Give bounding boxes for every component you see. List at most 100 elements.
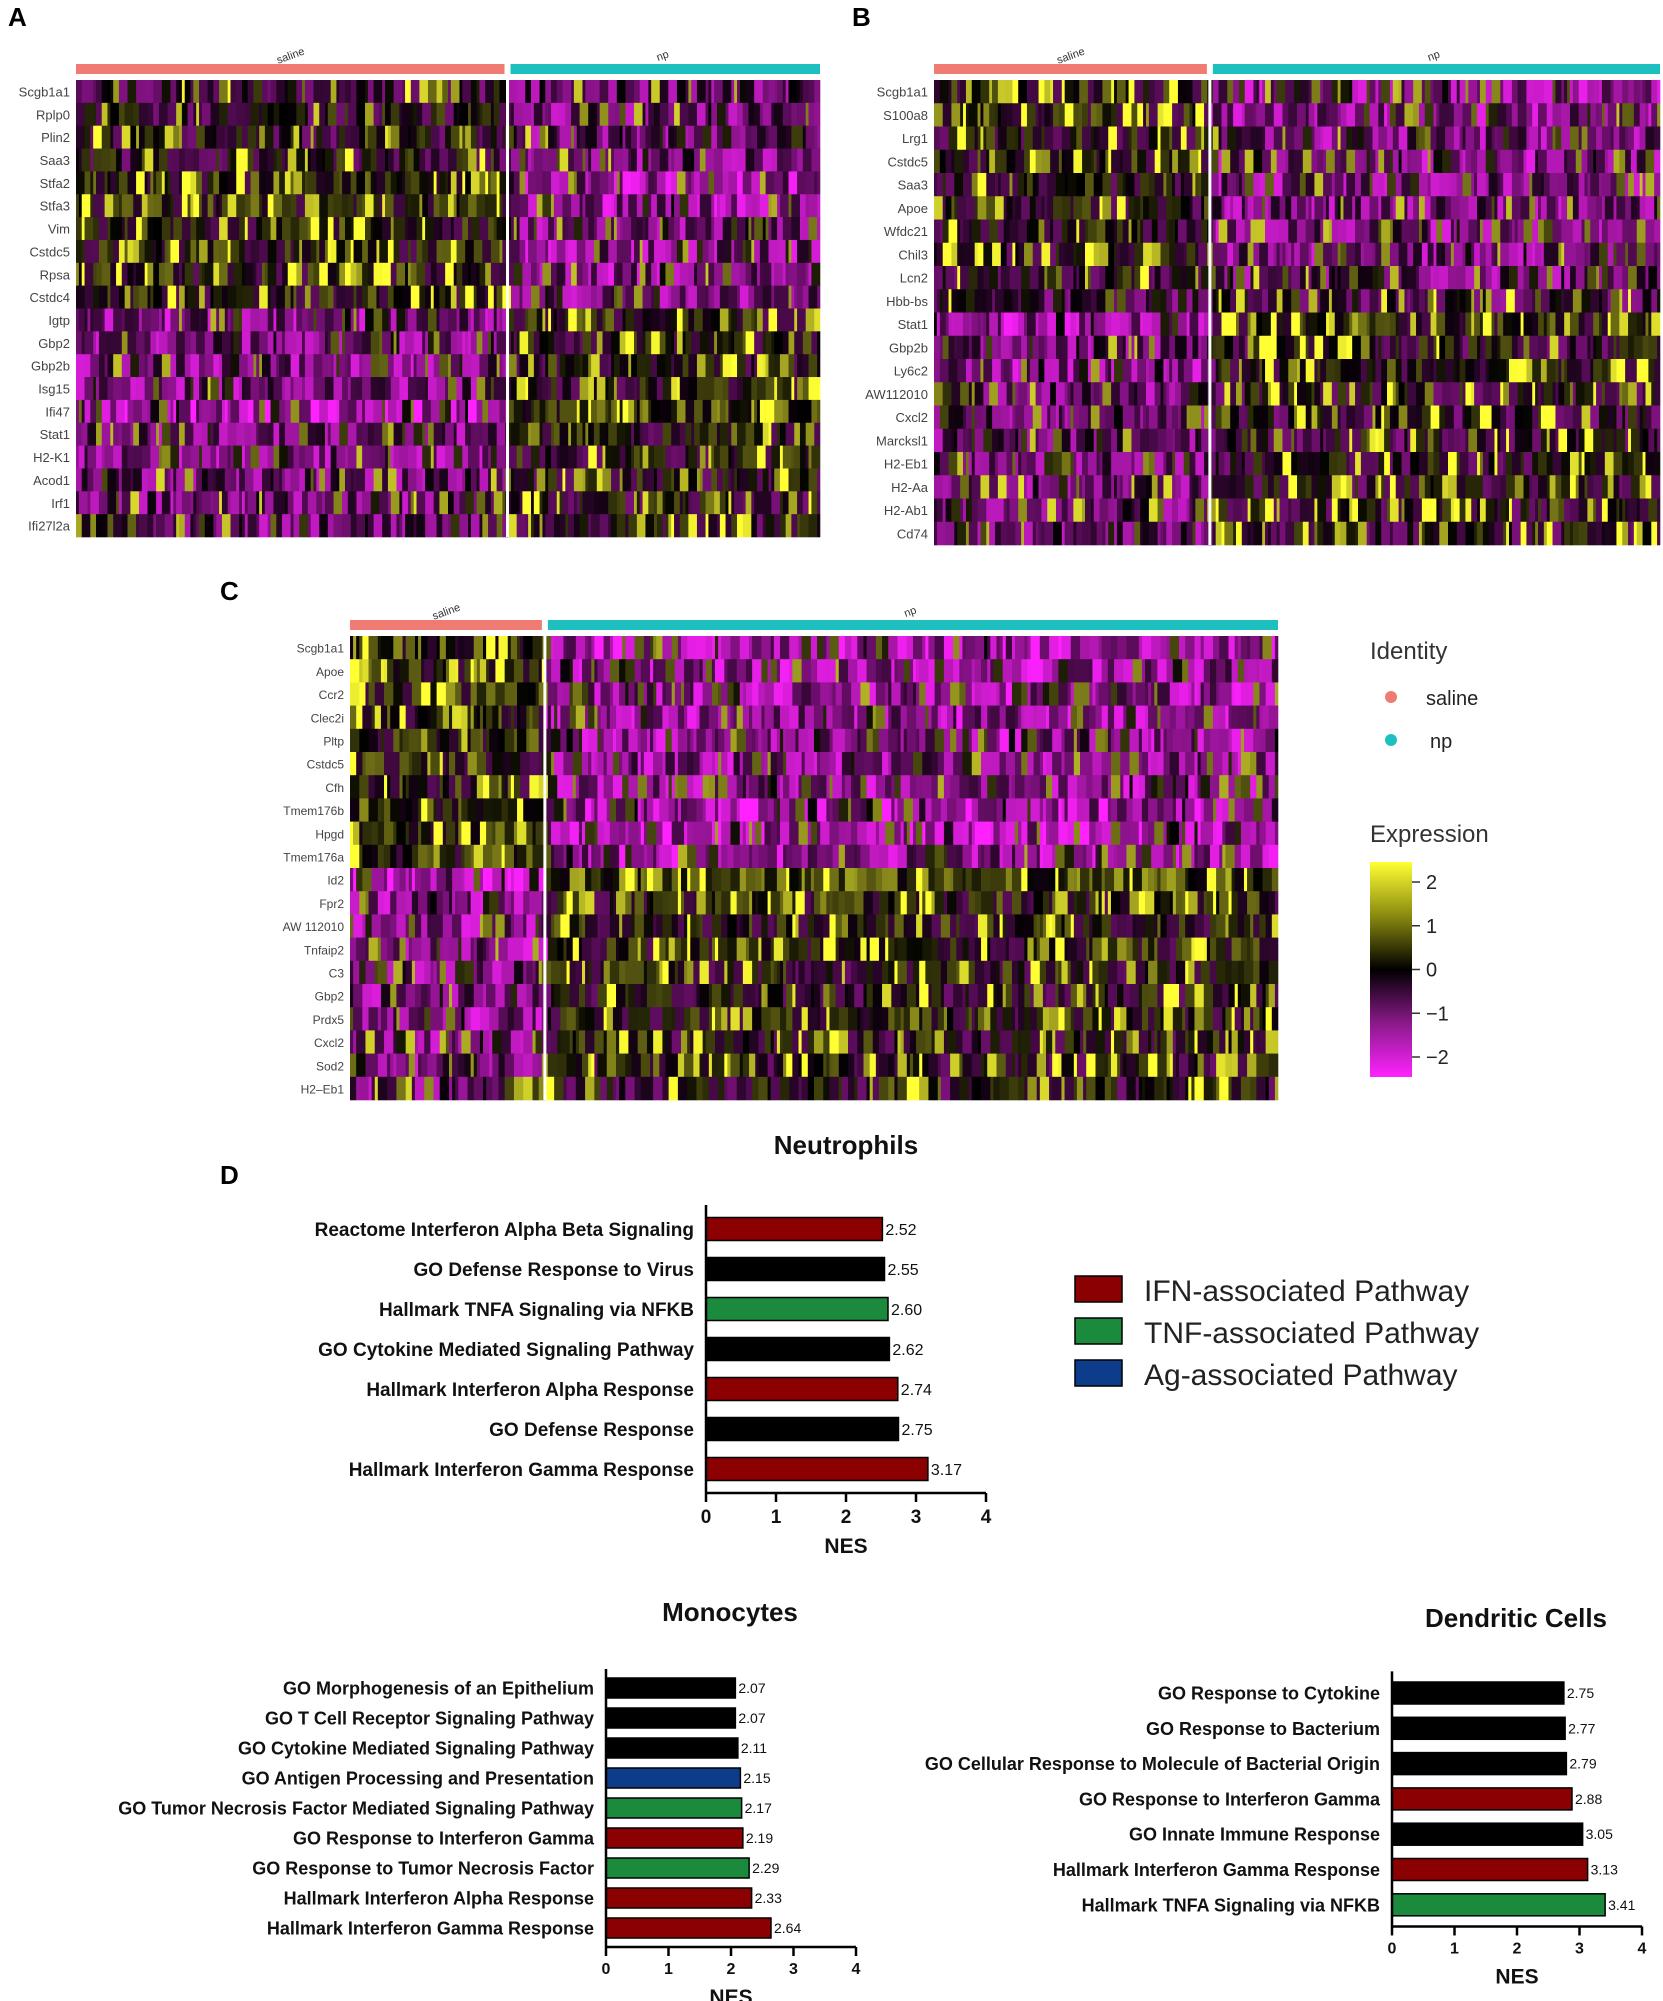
heatmap-cell [465,125,472,149]
heatmap-cell [688,285,698,309]
heatmap-cell [1000,266,1010,290]
heatmap-cell [1410,289,1414,313]
heatmap-cell [324,148,334,172]
heatmap-cell [1108,359,1112,383]
heatmap-cell [250,171,260,195]
heatmap-cell [1270,196,1280,220]
heatmap-cell [591,262,598,286]
heatmap-cell [176,285,180,309]
heatmap-cell [1044,103,1051,127]
heatmap-cell [399,331,406,355]
heatmap-cell [530,422,540,446]
heatmap-cell [711,468,718,492]
heatmap-cell [1192,289,1199,313]
heatmap-cell [230,217,240,241]
heatmap-cell [513,125,517,149]
heatmap-cell [579,125,586,149]
heatmap-cell [1166,405,1173,430]
heatmap-cell [1177,149,1182,174]
heatmap-cell [1337,242,1341,267]
heatmap-cell [456,422,466,446]
heatmap-cell [1096,149,1100,174]
heatmap-cell [505,171,515,195]
heatmap-cell [93,194,103,218]
heatmap-cell [1218,452,1225,476]
heatmap-cell [1636,359,1646,383]
heatmap-cell [1549,428,1556,453]
heatmap-cell [1445,289,1455,313]
heatmap-cell [968,149,978,174]
heatmap-cell [1479,289,1484,313]
heatmap-cell [1485,242,1492,267]
heatmap-cell [1517,80,1521,104]
heatmap-cell [1192,498,1196,523]
heatmap-cell [762,262,772,286]
heatmap-cell [725,194,732,218]
heatmap-cell [1311,405,1315,430]
heatmap-cell [1192,173,1196,197]
heatmap-cell [748,102,755,126]
heatmap-cell [1628,428,1632,453]
heatmap-cell [1166,452,1173,476]
heatmap-cell [267,194,274,218]
heatmap-cell [219,102,228,126]
heatmap-cell [1395,475,1399,499]
heatmap-cell [1323,80,1333,104]
heatmap-cell [193,262,200,286]
heatmap-cell [731,514,738,538]
heatmap-cell [502,354,506,378]
heatmap-cell [1160,382,1164,406]
heatmap-cell [1050,80,1054,104]
heatmap-cell [1093,475,1103,499]
heatmap-cell [1029,289,1039,313]
heatmap-cell [121,491,131,515]
heatmap-cell [1305,475,1312,499]
heatmap-cell [1314,382,1321,406]
heatmap-cell [113,239,120,264]
heatmap-cell [651,194,658,218]
heatmap-cell [370,491,380,515]
heatmap-cell [1114,80,1118,104]
heatmap-cell [1154,335,1161,360]
heatmap-cell [596,262,603,286]
heatmap-cell [427,239,437,264]
heatmap-cell [565,102,572,126]
heatmap-cell [768,468,772,492]
heatmap-cell [1567,149,1577,174]
heatmap-cell [1212,219,1216,244]
heatmap-cell [1221,242,1228,267]
heatmap-cell [562,377,572,401]
heatmap-cell [1381,382,1388,406]
heatmap-cell [573,514,580,538]
heatmap-cell [1355,475,1359,499]
heatmap-cell [1413,242,1423,267]
heatmap-cell [536,308,543,332]
heatmap-cell [1128,219,1132,244]
heatmap-cell [799,514,809,538]
heatmap-cell [273,125,280,149]
heatmap-cell [551,377,558,401]
heatmap-cell [190,399,197,424]
heatmap-cell [628,194,638,218]
heatmap-cell [1175,452,1185,476]
heatmap-cell [1491,80,1501,104]
heatmap-cell [1026,428,1031,453]
heatmap-cell [1134,475,1138,499]
heatmap-cell [1061,219,1068,244]
heatmap-cell [1175,242,1185,267]
heatmap-cell [1555,80,1562,104]
heatmap-cell [1538,452,1548,476]
heatmap-cell [719,285,729,309]
heatmap-cell [196,217,206,241]
heatmap-cell [1453,289,1458,313]
heatmap-cell [488,354,497,378]
heatmap-cell [997,103,1002,127]
heatmap-cell [1529,266,1539,290]
heatmap-cell [659,331,666,355]
heatmap-cell [370,354,380,378]
heatmap-cell [662,468,672,492]
heatmap-cell [648,80,652,104]
heatmap-cell [470,308,475,332]
heatmap-cell [110,148,117,172]
heatmap-cell [1494,196,1498,220]
